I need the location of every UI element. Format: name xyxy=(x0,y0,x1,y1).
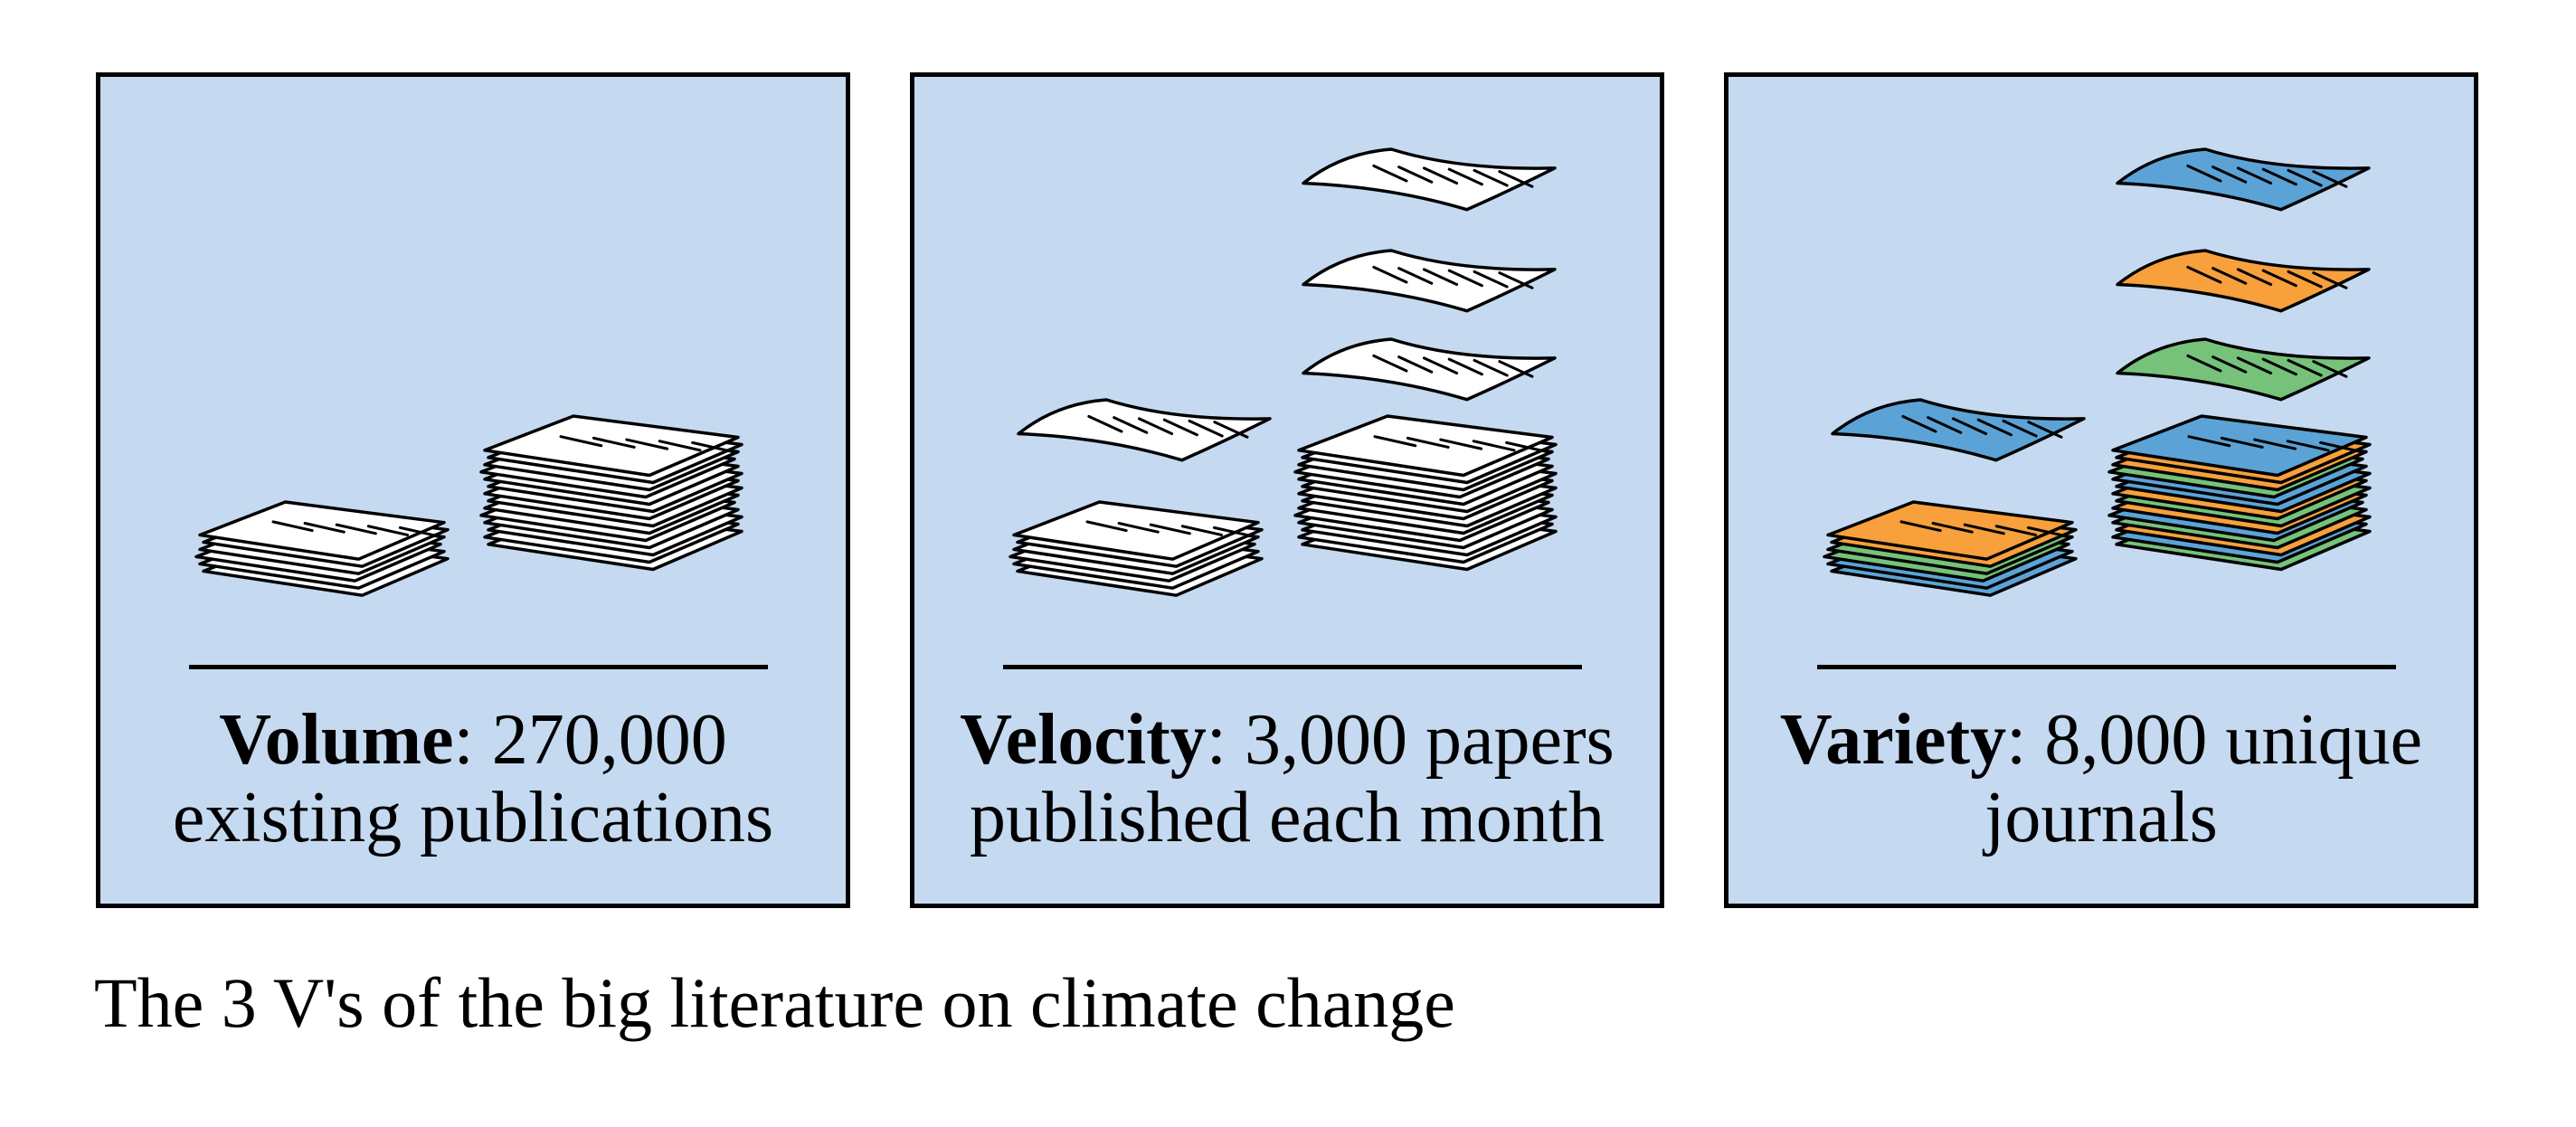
top-paper-sheet xyxy=(198,500,446,561)
small-paper-stack xyxy=(194,500,450,597)
velocity-term: Velocity xyxy=(960,700,1207,780)
top-paper-sheet xyxy=(1012,500,1260,561)
top-paper-sheet xyxy=(1826,500,2074,561)
divider-line xyxy=(1817,665,2396,669)
volume-caption: Volume: 270,000 existing publications xyxy=(100,701,846,857)
variety-value: : 8,000 unique xyxy=(2006,700,2423,780)
volume-illustration xyxy=(194,414,743,597)
flying-paper xyxy=(1302,147,1557,212)
flying-paper-blue xyxy=(1831,398,2086,462)
small-colored-paper-stack xyxy=(1823,500,2078,597)
flying-paper xyxy=(1302,337,1557,402)
flying-paper xyxy=(1017,398,1272,462)
divider-line xyxy=(1003,665,1582,669)
top-paper-sheet xyxy=(483,414,740,478)
variety-caption: Variety: 8,000 unique journals xyxy=(1728,701,2474,857)
variety-description: journals xyxy=(1984,778,2218,857)
flying-paper xyxy=(1302,249,1557,313)
top-paper-sheet xyxy=(2111,414,2368,478)
divider-line xyxy=(189,665,768,669)
variety-panel: Variety: 8,000 unique journals xyxy=(1724,72,2478,908)
flying-paper-orange xyxy=(2116,249,2371,313)
velocity-illustration xyxy=(1009,147,1558,597)
volume-panel: Volume: 270,000 existing publications xyxy=(96,72,850,908)
large-paper-stack xyxy=(479,414,743,572)
volume-description: existing publications xyxy=(172,778,774,857)
falling-colored-papers xyxy=(1831,147,2371,462)
variety-term: Variety xyxy=(1779,700,2007,780)
velocity-panel: Velocity: 3,000 papers published each mo… xyxy=(910,72,1664,908)
velocity-value: : 3,000 papers xyxy=(1206,700,1615,780)
volume-term: Volume xyxy=(219,700,454,780)
large-paper-stack xyxy=(1293,414,1558,572)
velocity-description: published each month xyxy=(969,778,1605,857)
flying-paper-green xyxy=(2116,337,2371,402)
large-colored-paper-stack xyxy=(2107,414,2372,572)
volume-value: : 270,000 xyxy=(453,700,727,780)
flying-paper-blue xyxy=(2116,147,2371,212)
variety-illustration xyxy=(1823,147,2372,597)
falling-papers xyxy=(1017,147,1557,462)
top-paper-sheet xyxy=(1297,414,1554,478)
small-paper-stack xyxy=(1009,500,1264,597)
velocity-caption: Velocity: 3,000 papers published each mo… xyxy=(914,701,1660,857)
figure-caption: The 3 V's of the big literature on clima… xyxy=(94,963,1455,1042)
